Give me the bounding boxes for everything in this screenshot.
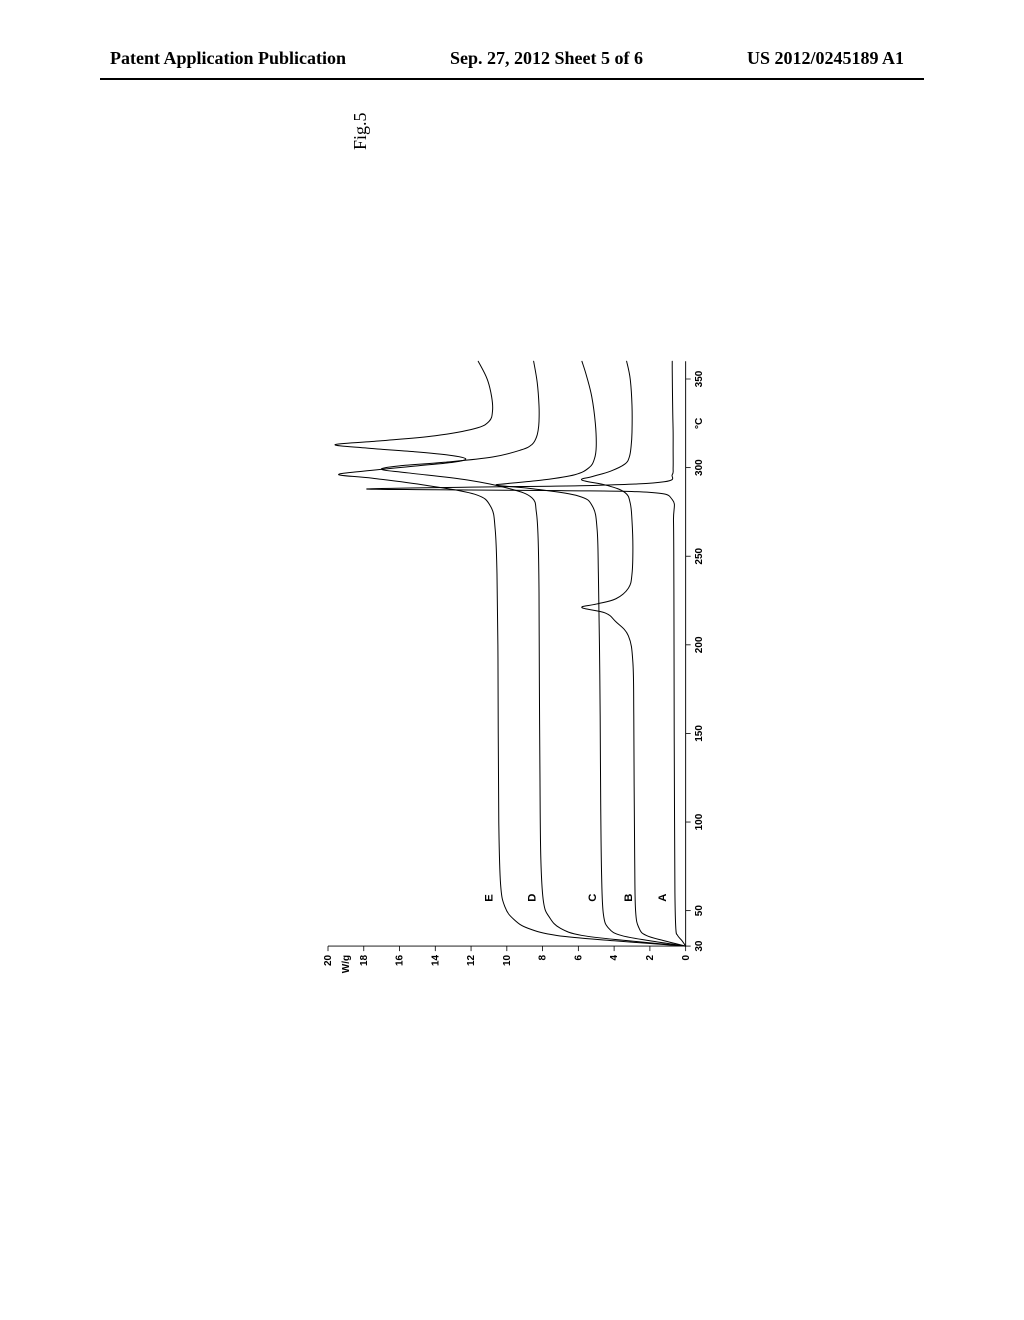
svg-text:10: 10 [502,954,513,966]
series-D [381,361,685,946]
series-B [581,361,685,946]
series-label-D: D [526,894,538,902]
header-rule [100,78,924,80]
svg-text:6: 6 [573,954,584,960]
svg-text:12: 12 [466,954,477,966]
svg-text:8: 8 [538,954,549,960]
svg-text:350: 350 [694,370,705,387]
svg-text:150: 150 [694,725,705,742]
svg-text:300: 300 [694,459,705,476]
svg-text:16: 16 [395,954,406,966]
series-label-C: C [587,894,599,902]
svg-text:20: 20 [323,954,334,966]
series-label-E: E [484,894,496,902]
svg-text:°C: °C [694,418,705,429]
series-A [367,361,686,946]
svg-text:4: 4 [609,954,620,960]
svg-text:250: 250 [694,547,705,564]
svg-text:18: 18 [359,954,370,966]
chart-svg: 30 50 100 150 200 250 300 350 °C 0 2 4 6 8 10 12 14 16 18 2… [10,350,1024,990]
svg-text:0: 0 [681,954,692,960]
series-label-A: A [657,894,669,902]
svg-text:2: 2 [645,954,656,960]
svg-text:14: 14 [430,954,441,966]
header-center: Sep. 27, 2012 Sheet 5 of 6 [450,48,643,69]
series-label-B: B [623,894,635,902]
figure-label: Fig.5 [350,112,371,150]
series-E [335,361,686,946]
svg-text:50: 50 [694,905,705,917]
header-right: US 2012/0245189 A1 [747,48,904,69]
svg-text:200: 200 [694,636,705,653]
svg-text:30: 30 [694,940,705,952]
svg-text:100: 100 [694,813,705,830]
svg-text:W/g: W/g [341,955,352,973]
dsc-chart: 30 50 100 150 200 250 300 350 °C 0 2 4 6 8 10 12 14 16 18 2… [10,350,1024,990]
header-left: Patent Application Publication [110,48,346,69]
